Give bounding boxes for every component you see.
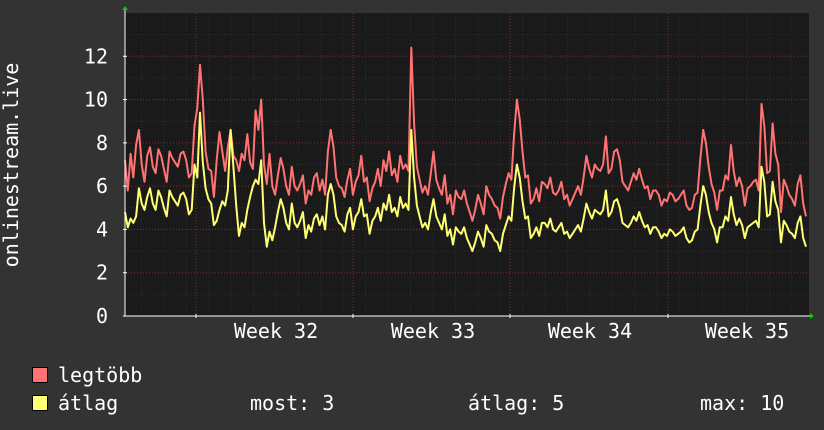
y-tick-labels: 0 2 4 6 8 10 12 <box>84 44 108 328</box>
x-tick-labels: Week 32 Week 33 Week 34 Week 35 <box>234 319 789 343</box>
series-layer <box>124 46 807 253</box>
stat-avg: átlag: 5 <box>468 391 565 415</box>
legend-label-avg: átlag <box>58 391 119 415</box>
series-line-avg <box>124 111 807 253</box>
y-tick-label: 10 <box>84 88 108 112</box>
y-tick-label: 8 <box>96 131 108 155</box>
y-axis-arrow <box>122 6 128 10</box>
grid-major <box>125 13 809 316</box>
legend-swatch-max <box>32 367 48 383</box>
y-tick-label: 2 <box>96 261 108 285</box>
x-tick-label: Week 34 <box>548 319 632 343</box>
x-tick-label: Week 35 <box>705 319 789 343</box>
x-tick-label: Week 32 <box>234 319 318 343</box>
y-axis-label: onlinestream.live <box>0 63 23 268</box>
series-line-max <box>124 46 807 222</box>
y-tick-label: 6 <box>96 174 108 198</box>
stat-max: max: 10 <box>700 391 785 415</box>
x-tick-label: Week 33 <box>391 319 475 343</box>
x-axis-arrow <box>810 313 814 319</box>
y-tick-label: 12 <box>84 44 108 68</box>
axes <box>122 6 814 319</box>
legend-label-max: legtöbb <box>58 363 143 387</box>
legend-swatch-avg <box>32 395 48 411</box>
y-tick-label: 4 <box>96 217 108 241</box>
y-tick-label: 0 <box>96 304 108 328</box>
stat-now: most: 3 <box>250 391 335 415</box>
